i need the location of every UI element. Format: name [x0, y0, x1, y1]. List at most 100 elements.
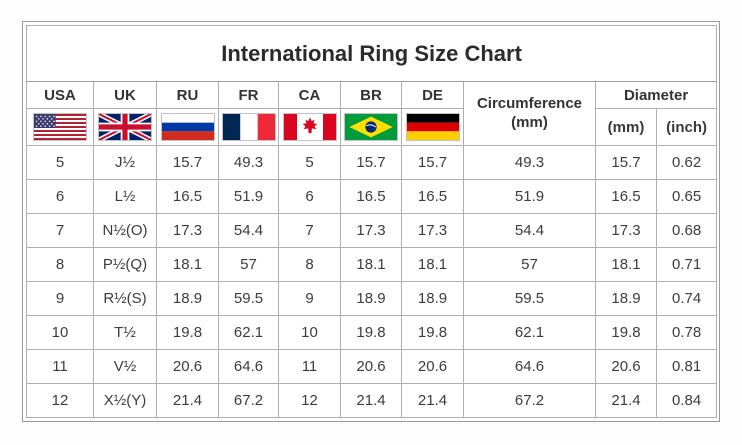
- circumference-unit: (mm): [511, 113, 548, 131]
- cell: 15.7: [595, 145, 657, 180]
- cell: 57: [218, 247, 279, 282]
- cell: 64.6: [463, 349, 596, 384]
- cell: 10: [278, 315, 341, 350]
- cell: 62.1: [463, 315, 596, 350]
- canada-flag-icon: [282, 113, 337, 141]
- cell: 7: [278, 213, 341, 248]
- cell: 8: [26, 247, 94, 282]
- cell: 6: [278, 179, 341, 214]
- cell: 15.7: [340, 145, 402, 180]
- cell: 20.6: [595, 349, 657, 384]
- cell: 17.3: [156, 213, 219, 248]
- cell: 19.8: [401, 315, 464, 350]
- table-row: 7 N½(O) 17.3 54.4 7 17.3 17.3 54.4 17.3 0.68: [26, 213, 718, 248]
- cell: 6: [26, 179, 94, 214]
- cell: 10: [26, 315, 94, 350]
- col-header-ca: CA: [278, 81, 341, 109]
- cell: 67.2: [218, 383, 279, 418]
- cell: 0.68: [655, 213, 718, 248]
- flag-cell-uk: [93, 108, 157, 146]
- table-header: International Ring Size Chart USA UK RU …: [25, 25, 718, 146]
- table-row: 6 L½ 16.5 51.9 6 16.5 16.5 51.9 16.5 0.65: [26, 179, 718, 214]
- flag-row: (mm) (inch): [26, 108, 718, 146]
- cell: 62.1: [218, 315, 279, 350]
- cell: 9: [278, 281, 341, 316]
- cell: 18.1: [401, 247, 464, 282]
- cell: 19.8: [595, 315, 657, 350]
- cell: 49.3: [218, 145, 279, 180]
- usa-flag-icon: [33, 113, 87, 141]
- cell: 49.3: [463, 145, 596, 180]
- cell: P½(Q): [93, 247, 157, 282]
- cell: 19.8: [340, 315, 402, 350]
- col-header-diameter-mm: (mm): [595, 108, 657, 146]
- col-header-br: BR: [340, 81, 402, 109]
- flag-cell-br: [340, 108, 402, 146]
- brazil-flag-icon: [344, 113, 398, 141]
- cell: 0.74: [655, 281, 718, 316]
- cell: 20.6: [401, 349, 464, 384]
- cell: 18.9: [156, 281, 219, 316]
- flag-cell-ru: [156, 108, 219, 146]
- cell: 18.9: [401, 281, 464, 316]
- cell: 54.4: [463, 213, 596, 248]
- cell: 18.1: [156, 247, 219, 282]
- cell: 18.9: [595, 281, 657, 316]
- col-header-fr: FR: [218, 81, 279, 109]
- cell: 9: [26, 281, 94, 316]
- cell: 54.4: [218, 213, 279, 248]
- cell: 18.1: [340, 247, 402, 282]
- col-header-ru: RU: [156, 81, 219, 109]
- flag-cell-de: [401, 108, 464, 146]
- cell: 18.1: [595, 247, 657, 282]
- cell: 51.9: [218, 179, 279, 214]
- col-header-usa: USA: [26, 81, 94, 109]
- table-body: 5 J½ 15.7 49.3 5 15.7 15.7 49.3 15.7 0.62 6 L½ 16.5 5…: [26, 145, 718, 418]
- title-row: International Ring Size Chart: [25, 25, 718, 82]
- table-row: 9 R½(S) 18.9 59.5 9 18.9 18.9 59.5 18.9 0.74: [26, 281, 718, 316]
- cell: T½: [93, 315, 157, 350]
- flag-cell-ca: [278, 108, 341, 146]
- cell: 16.5: [401, 179, 464, 214]
- cell: 19.8: [156, 315, 219, 350]
- cell: 7: [26, 213, 94, 248]
- cell: 12: [26, 383, 94, 418]
- col-header-diameter: Diameter: [594, 81, 718, 109]
- cell: 64.6: [218, 349, 279, 384]
- cell: 16.5: [595, 179, 657, 214]
- table-row: 8 P½(Q) 18.1 57 8 18.1 18.1 57 18.1 0.71: [26, 247, 718, 282]
- uk-flag-icon: [98, 113, 152, 141]
- cell: 21.4: [340, 383, 402, 418]
- cell: N½(O): [93, 213, 157, 248]
- cell: 67.2: [463, 383, 596, 418]
- cell: 17.3: [595, 213, 657, 248]
- cell: 15.7: [401, 145, 464, 180]
- cell: 0.71: [655, 247, 718, 282]
- cell: 17.3: [401, 213, 464, 248]
- france-flag-icon: [221, 113, 276, 141]
- table-row: 5 J½ 15.7 49.3 5 15.7 15.7 49.3 15.7 0.62: [26, 145, 718, 180]
- cell: 20.6: [156, 349, 219, 384]
- cell: 0.84: [655, 383, 718, 418]
- col-header-de: DE: [401, 81, 464, 109]
- cell: J½: [93, 145, 157, 180]
- cell: R½(S): [93, 281, 157, 316]
- cell: 21.4: [401, 383, 464, 418]
- page-title: International Ring Size Chart: [25, 25, 718, 82]
- germany-flag-icon: [405, 113, 460, 141]
- cell: 5: [26, 145, 94, 180]
- cell: 21.4: [595, 383, 657, 418]
- cell: 5: [278, 145, 341, 180]
- cell: V½: [93, 349, 157, 384]
- flag-cell-usa: [26, 108, 94, 146]
- cell: L½: [93, 179, 157, 214]
- country-code-row: USA UK RU FR CA BR DE Circumference (mm)…: [26, 81, 718, 146]
- ring-size-chart-frame: International Ring Size Chart USA UK RU …: [22, 21, 720, 422]
- cell: 51.9: [463, 179, 596, 214]
- cell: 16.5: [156, 179, 219, 214]
- ring-size-table: International Ring Size Chart USA UK RU …: [25, 25, 718, 418]
- cell: 57: [463, 247, 596, 282]
- cell: 59.5: [218, 281, 279, 316]
- cell: X½(Y): [93, 383, 157, 418]
- cell: 15.7: [156, 145, 219, 180]
